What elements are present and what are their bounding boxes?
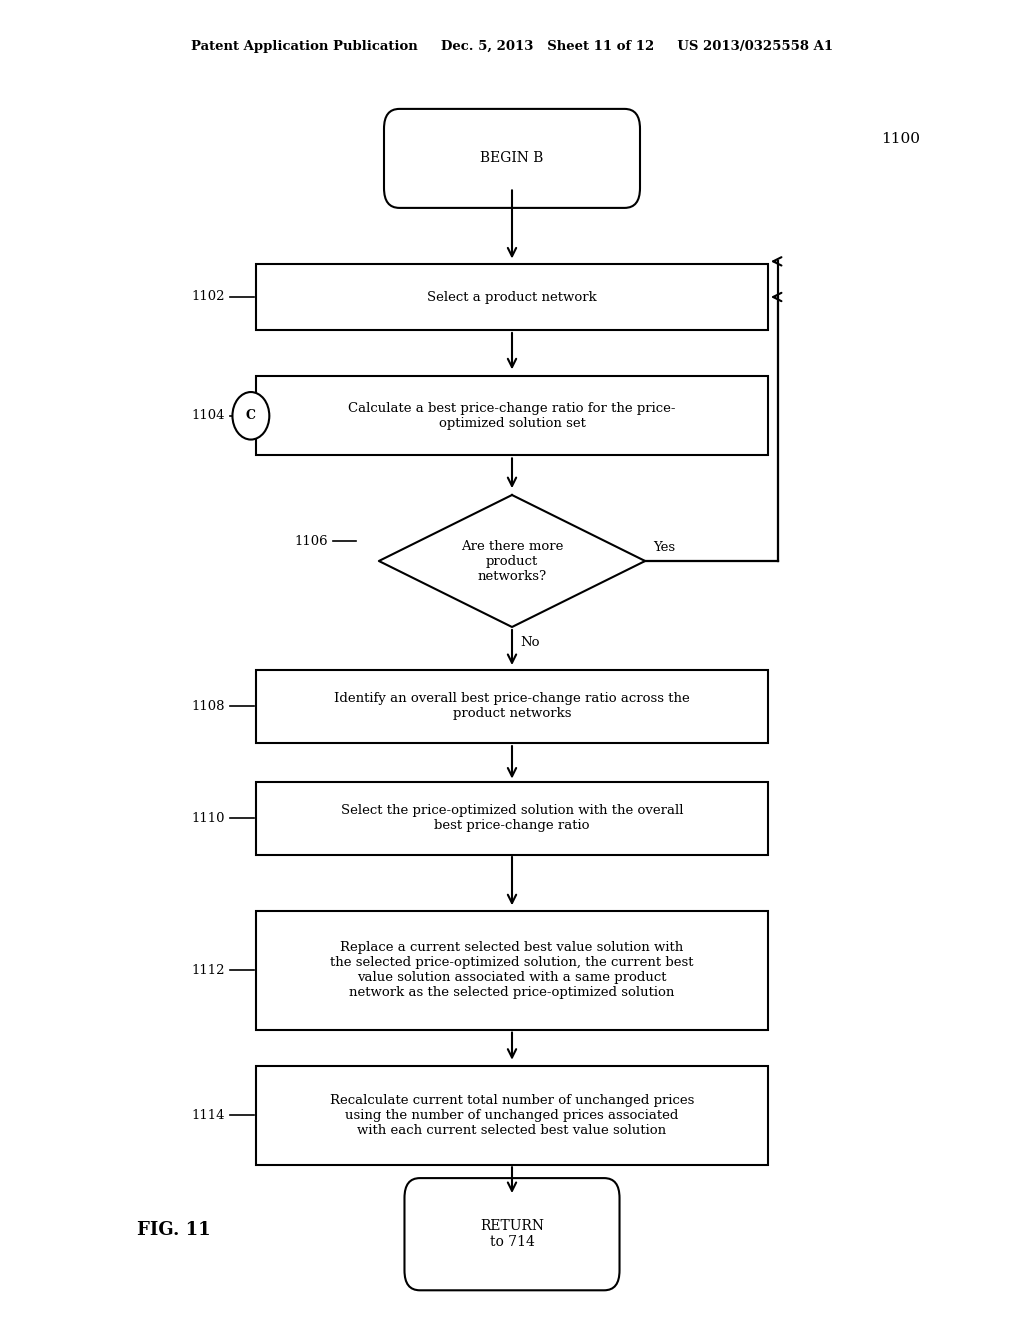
Bar (256, 671, 768, 742)
Bar (256, 781, 768, 855)
Text: 1106: 1106 (294, 535, 328, 548)
Text: Are there more
product
networks?: Are there more product networks? (461, 540, 563, 582)
Bar (256, 911, 768, 1030)
Bar (256, 1067, 768, 1166)
Polygon shape (379, 495, 645, 627)
Text: Yes: Yes (653, 541, 676, 554)
Text: Recalculate current total number of unchanged prices
using the number of unchang: Recalculate current total number of unch… (330, 1094, 694, 1137)
Bar (256, 264, 768, 330)
Text: Select the price-optimized solution with the overall
best price-change ratio: Select the price-optimized solution with… (341, 804, 683, 833)
Text: C: C (246, 409, 256, 422)
FancyBboxPatch shape (384, 110, 640, 207)
Bar (256, 376, 768, 455)
Circle shape (232, 392, 269, 440)
Text: BEGIN B: BEGIN B (480, 152, 544, 165)
Text: Select a product network: Select a product network (427, 290, 597, 304)
Text: 1108: 1108 (191, 700, 225, 713)
Text: FIG. 11: FIG. 11 (137, 1221, 211, 1239)
Text: Replace a current selected best value solution with
the selected price-optimized: Replace a current selected best value so… (331, 941, 693, 999)
Text: 1104: 1104 (191, 409, 225, 422)
Text: RETURN
to 714: RETURN to 714 (480, 1220, 544, 1249)
Text: No: No (520, 636, 540, 649)
FancyBboxPatch shape (404, 1177, 620, 1291)
Text: 1100: 1100 (882, 132, 921, 145)
Text: 1112: 1112 (191, 964, 225, 977)
Text: 1110: 1110 (191, 812, 225, 825)
Text: 1102: 1102 (191, 290, 225, 304)
Text: Calculate a best price-change ratio for the price-
optimized solution set: Calculate a best price-change ratio for … (348, 401, 676, 430)
Text: Identify an overall best price-change ratio across the
product networks: Identify an overall best price-change ra… (334, 692, 690, 721)
Text: Patent Application Publication     Dec. 5, 2013   Sheet 11 of 12     US 2013/032: Patent Application Publication Dec. 5, 2… (190, 40, 834, 53)
Text: 1114: 1114 (191, 1109, 225, 1122)
